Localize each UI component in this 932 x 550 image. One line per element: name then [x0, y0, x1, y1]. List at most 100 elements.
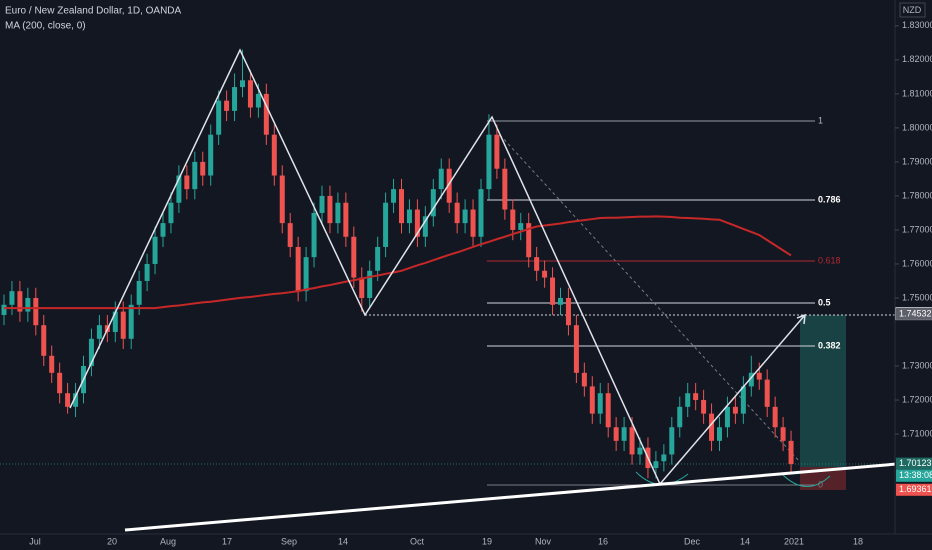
candle-body	[240, 80, 245, 88]
y-tick-label: 1.71000	[902, 428, 932, 438]
candle-body	[295, 246, 301, 292]
candle-body	[653, 461, 659, 469]
candle-body	[438, 168, 444, 190]
candle-body	[192, 161, 198, 190]
zigzag	[69, 48, 806, 486]
candle-body	[351, 236, 357, 278]
candle-body	[184, 175, 190, 190]
candle-body	[764, 379, 770, 407]
currency-box[interactable]	[899, 2, 926, 18]
candle-body	[1, 304, 7, 315]
x-tick-label: Nov	[535, 536, 552, 546]
candle-body	[279, 175, 285, 224]
arc	[781, 473, 831, 487]
x-tick-label: Jul	[29, 536, 41, 546]
candle-body	[120, 311, 126, 339]
x-tick-label: Dec	[684, 536, 701, 546]
candle-body	[224, 100, 230, 111]
candle-body	[152, 236, 158, 264]
fib-label: 0	[818, 479, 823, 489]
candle-body	[128, 304, 134, 339]
candle-body	[677, 406, 683, 428]
candle-body	[144, 263, 150, 281]
candle-body	[303, 257, 309, 292]
candle-body	[717, 427, 722, 441]
candle-body	[693, 393, 699, 401]
price-label-box	[896, 457, 932, 470]
candle-body	[542, 270, 548, 278]
countdown-box	[896, 469, 932, 482]
candle-body	[216, 100, 222, 135]
x-tick-label: Oct	[410, 536, 425, 546]
currency-label[interactable]: NZD	[903, 5, 922, 15]
candle-body	[311, 212, 317, 258]
indicator-label: MA (200, close, 0)	[5, 21, 86, 32]
moving-average	[4, 215, 792, 310]
y-tick-label: 1.76000	[902, 258, 932, 268]
y-tick-label: 1.81000	[902, 88, 932, 98]
y-tick-label: 1.77000	[902, 224, 932, 234]
x-tick-label: 19	[482, 536, 492, 546]
candle-body	[605, 393, 611, 428]
candle-body	[327, 195, 333, 224]
candle-body	[478, 189, 484, 237]
candle-body	[65, 393, 71, 407]
candle-body	[661, 454, 667, 462]
y-tick-label: 1.79000	[902, 156, 932, 166]
candle-body	[740, 386, 746, 414]
candle-body	[724, 406, 730, 428]
x-tick-label: 16	[598, 536, 608, 546]
candle-body	[136, 280, 142, 305]
candle-body	[422, 216, 428, 237]
overlay: 1 0.786 0.618 0.5 0.382 0	[69, 48, 932, 532]
candle-body	[383, 202, 389, 247]
candle-body	[255, 93, 261, 108]
candle-body	[112, 311, 118, 332]
arrow-head	[796, 313, 806, 325]
candle-body	[343, 202, 349, 237]
candle-body	[534, 257, 540, 271]
candle-body	[200, 161, 206, 176]
candle-body	[526, 223, 532, 258]
candle-body	[589, 386, 595, 414]
profit-zone	[800, 315, 846, 467]
candle-body	[25, 297, 31, 312]
fib-label: 0.618	[818, 255, 841, 265]
y-tick-label: 1.78000	[902, 190, 932, 200]
candle-body	[701, 400, 707, 414]
candle-body	[748, 372, 754, 387]
candle-body	[573, 325, 579, 373]
candle-body	[17, 291, 23, 312]
candle-body	[470, 209, 476, 237]
candle-body	[446, 168, 452, 203]
candle-body	[49, 355, 55, 373]
candle-body	[613, 427, 619, 441]
candle-body	[399, 189, 404, 224]
candle-body	[263, 93, 269, 135]
x-tick-label: 18	[853, 536, 863, 546]
symbol-title: Euro / New Zealand Dollar, 1D, OANDA	[5, 6, 182, 17]
candle-body	[208, 134, 214, 176]
candle-body	[709, 413, 715, 441]
fib-label: 0.5	[818, 297, 831, 307]
candle-body	[247, 80, 253, 108]
candle-body	[486, 134, 492, 190]
candle-body	[33, 297, 39, 326]
x-tick-label: Sep	[281, 536, 297, 546]
candle-body	[454, 202, 460, 224]
x-tick-label: 14	[740, 536, 750, 546]
candle-body	[502, 168, 508, 210]
y-tick-label: 1.83000	[902, 20, 932, 30]
candle-body	[168, 202, 174, 224]
fib-label: 1	[818, 115, 823, 125]
candle-body	[597, 393, 603, 414]
candle-body	[406, 209, 412, 224]
y-tick-label: 1.82000	[902, 54, 932, 64]
candle-body	[637, 447, 643, 455]
price-label: 1.74532	[899, 308, 932, 318]
y-tick-label: 1.73000	[902, 360, 932, 370]
candle-body	[375, 246, 381, 271]
candle-body	[629, 427, 635, 455]
candle-body	[73, 393, 79, 407]
countdown: 13:38:08	[899, 470, 932, 480]
